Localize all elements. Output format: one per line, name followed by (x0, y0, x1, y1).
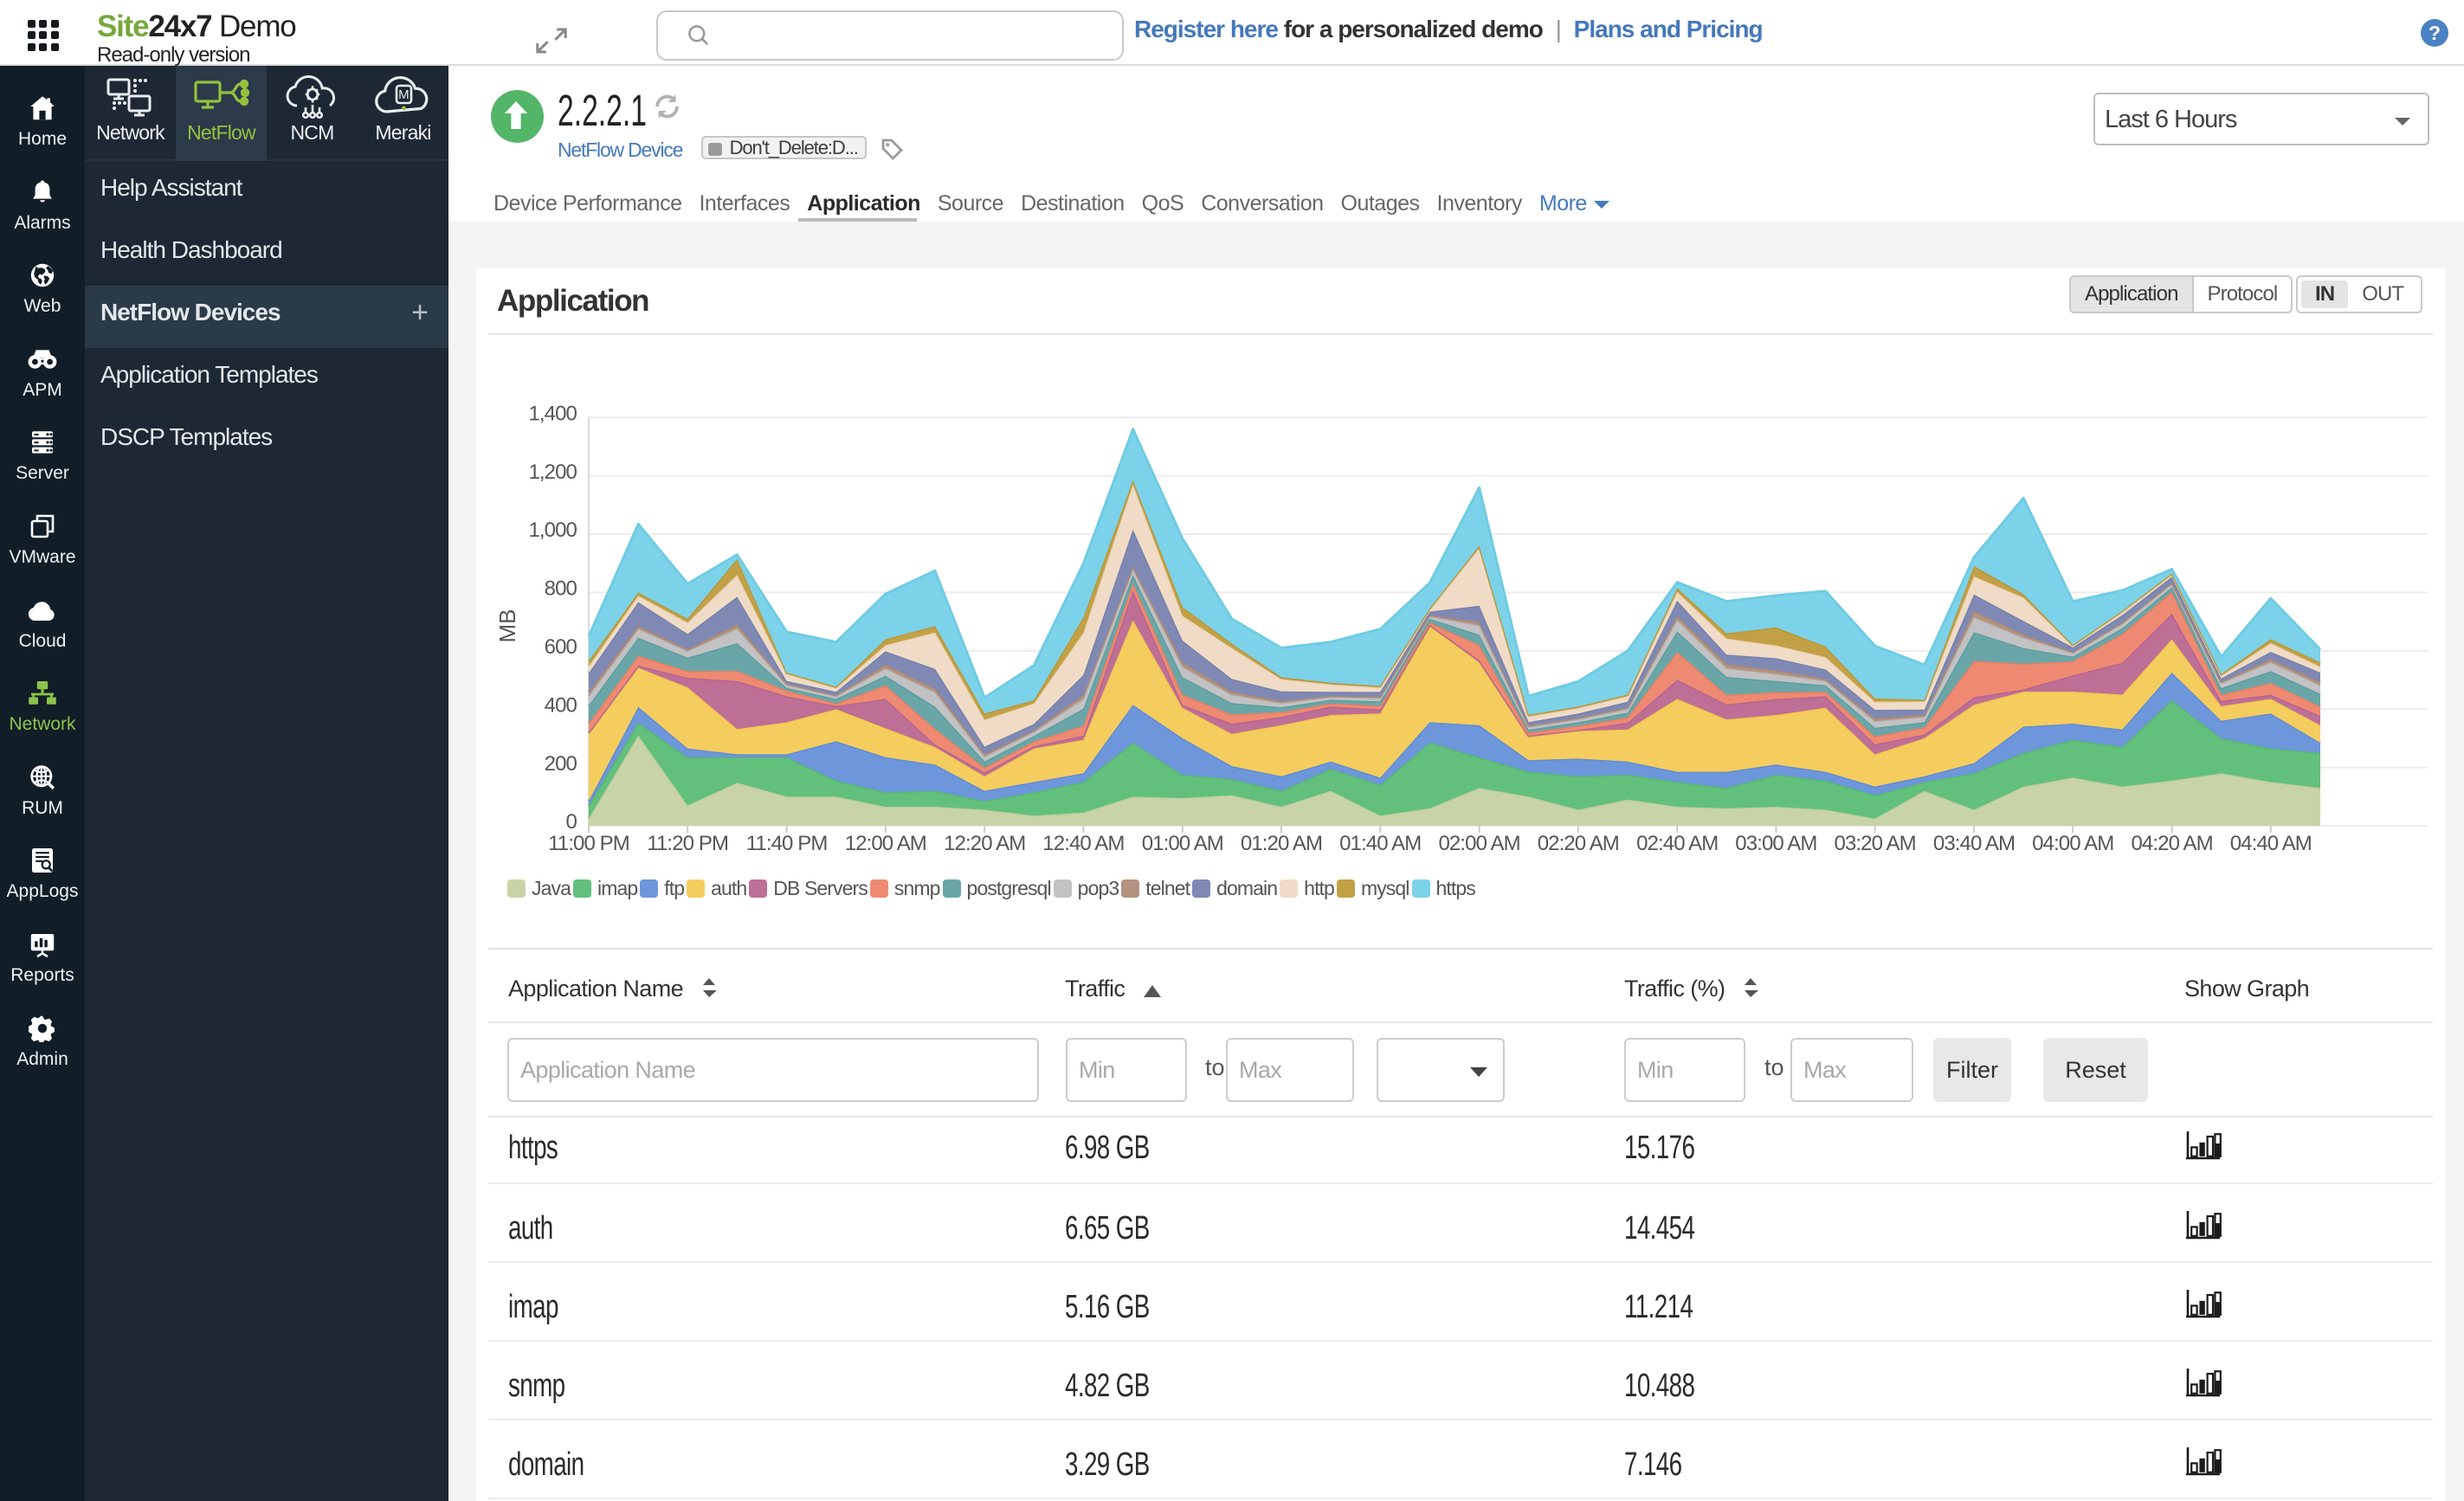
svg-text:M: M (398, 87, 410, 102)
svg-text:03:00 AM: 03:00 AM (1735, 832, 1816, 855)
svg-text:1,200: 1,200 (528, 461, 577, 484)
svg-text:1,400: 1,400 (528, 402, 577, 425)
svg-text:03:40 AM: 03:40 AM (1933, 832, 2015, 855)
svg-text:0: 0 (566, 810, 577, 834)
svg-text:800: 800 (545, 577, 577, 601)
svg-text:1,000: 1,000 (528, 519, 577, 542)
svg-text:200: 200 (545, 752, 577, 776)
svg-text:600: 600 (545, 635, 577, 659)
svg-text:11:20 PM: 11:20 PM (647, 832, 728, 855)
svg-text:04:20 AM: 04:20 AM (2131, 832, 2212, 855)
svg-text:11:40 PM: 11:40 PM (746, 832, 828, 855)
svg-text:04:00 AM: 04:00 AM (2032, 832, 2113, 855)
svg-text:400: 400 (545, 693, 577, 717)
svg-text:02:00 AM: 02:00 AM (1438, 832, 1519, 855)
svg-text:02:20 AM: 02:20 AM (1538, 832, 1619, 855)
svg-text:01:20 AM: 01:20 AM (1241, 832, 1322, 855)
svg-text:04:40 AM: 04:40 AM (2230, 832, 2312, 855)
svg-text:01:00 AM: 01:00 AM (1142, 832, 1223, 855)
svg-text:MB: MB (494, 609, 520, 643)
svg-text:01:40 AM: 01:40 AM (1339, 832, 1421, 855)
svg-text:02:40 AM: 02:40 AM (1636, 832, 1718, 855)
svg-text:11:00 PM: 11:00 PM (548, 832, 629, 855)
svg-text:12:00 AM: 12:00 AM (845, 832, 926, 855)
svg-text:12:40 AM: 12:40 AM (1042, 832, 1124, 855)
svg-text:03:20 AM: 03:20 AM (1834, 832, 1915, 855)
svg-text:12:20 AM: 12:20 AM (944, 832, 1025, 855)
